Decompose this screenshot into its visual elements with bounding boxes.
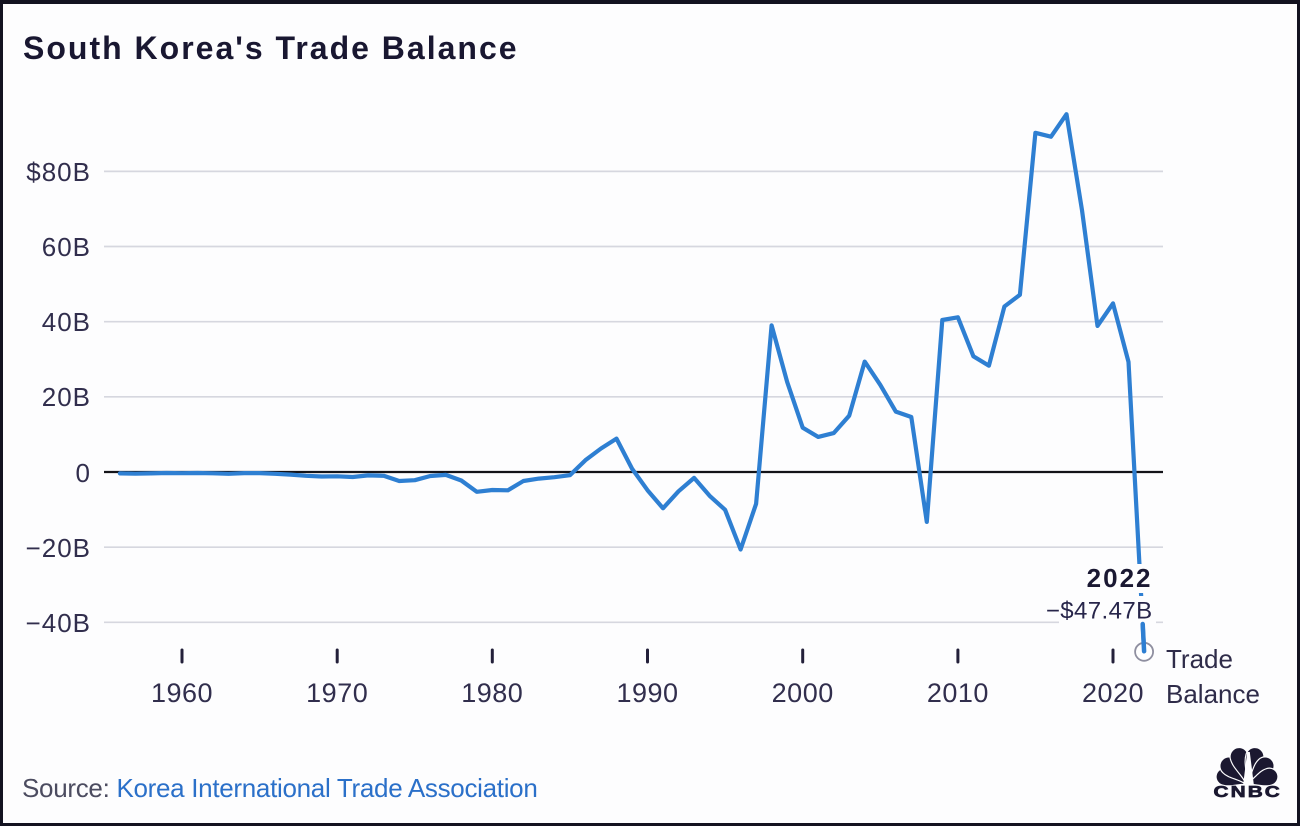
svg-text:60B: 60B [42, 232, 91, 262]
svg-text:−40B: −40B [26, 608, 91, 638]
svg-text:20B: 20B [42, 382, 91, 412]
svg-text:40B: 40B [42, 307, 91, 337]
svg-text:Source: Korea International Tr: Source: Korea International Trade Associ… [22, 773, 538, 803]
svg-text:0: 0 [76, 458, 91, 488]
svg-text:$80B: $80B [26, 157, 91, 187]
svg-text:2010: 2010 [927, 678, 989, 708]
svg-text:Trade: Trade [1166, 644, 1233, 674]
svg-text:1960: 1960 [151, 678, 213, 708]
svg-text:2022: 2022 [1087, 563, 1153, 593]
svg-text:2000: 2000 [772, 678, 834, 708]
svg-text:−$47.47B: −$47.47B [1046, 598, 1153, 625]
svg-text:1970: 1970 [306, 678, 368, 708]
svg-text:1980: 1980 [461, 678, 523, 708]
svg-text:South Korea's Trade Balance: South Korea's Trade Balance [23, 30, 519, 66]
svg-text:−20B: −20B [26, 533, 91, 563]
svg-text:1990: 1990 [616, 678, 678, 708]
svg-text:2020: 2020 [1082, 678, 1144, 708]
svg-text:Balance: Balance [1166, 679, 1260, 709]
svg-text:CNBC: CNBC [1214, 782, 1282, 800]
